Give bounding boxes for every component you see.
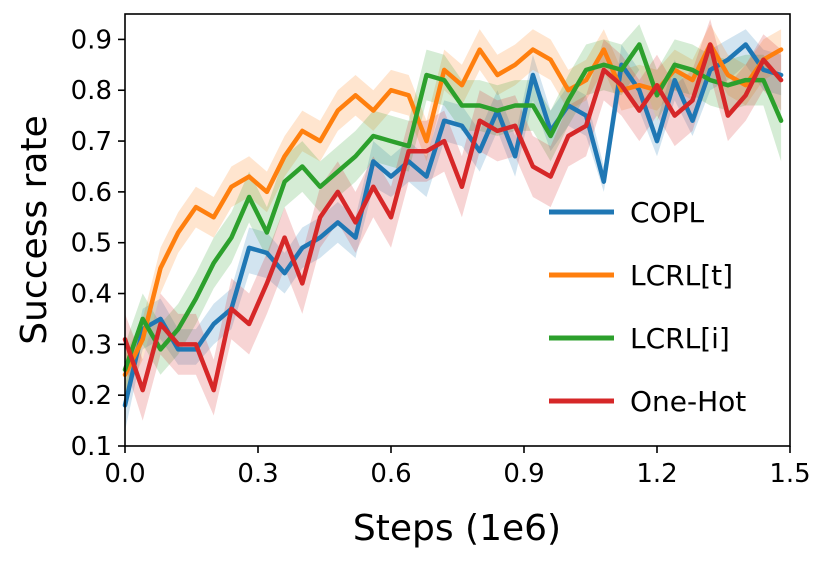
x-tick-label: 0.0: [104, 459, 145, 489]
y-tick-label: 0.1: [71, 432, 112, 462]
legend-label-lcrl-i: LCRL[i]: [630, 322, 730, 355]
y-tick-label: 0.5: [71, 229, 112, 259]
series-lines: [122, 42, 784, 408]
y-tick-label: 0.6: [71, 178, 112, 208]
legend-label-one-hot: One-Hot: [630, 385, 746, 418]
plot-frame: [124, 13, 791, 447]
x-tick-label: 0.3: [237, 459, 278, 489]
x-tick-label: 1.5: [769, 459, 810, 489]
x-tick-label: 1.2: [636, 459, 677, 489]
series-line-copl: [122, 42, 784, 408]
y-tick-label: 0.4: [71, 280, 112, 310]
y-tick-label: 0.2: [71, 381, 112, 411]
x-axis-ticks: 0.0 0.3 0.6 0.9 1.2 1.5: [104, 446, 811, 489]
y-tick-label: 0.9: [71, 25, 112, 55]
series-line-lcrl-i: [122, 42, 784, 373]
series-line-one-hot: [122, 42, 784, 393]
y-tick-label: 0.3: [71, 330, 112, 360]
legend: COPL LCRL[t] LCRL[i] One-Hot: [549, 196, 746, 418]
legend-label-lcrl-t: LCRL[t]: [630, 259, 733, 292]
y-tick-label: 0.7: [71, 127, 112, 157]
y-axis-label: Success rate: [14, 115, 55, 344]
x-tick-label: 0.9: [503, 459, 544, 489]
x-axis-label: Steps (1e6): [353, 508, 561, 549]
legend-label-copl: COPL: [630, 196, 704, 229]
y-axis-ticks: 0.1 0.2 0.3 0.4 0.5 0.6 0.7 0.8 0.9: [71, 25, 125, 462]
x-tick-label: 0.6: [370, 459, 411, 489]
y-tick-label: 0.8: [71, 76, 112, 106]
